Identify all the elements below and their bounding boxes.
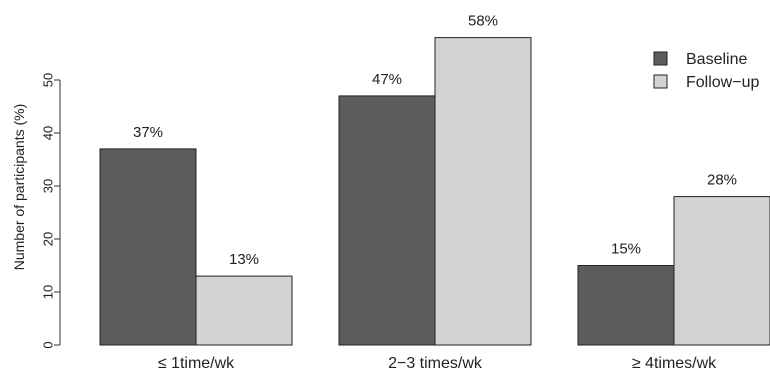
legend-label: Baseline: [686, 51, 747, 68]
legend-swatch: [653, 51, 668, 66]
y-tick-label: 0: [41, 341, 56, 348]
legend: Baseline Follow−up: [653, 51, 759, 91]
data-label: 15%: [611, 241, 641, 258]
x-category-label: 2−3 times/wk: [388, 355, 483, 371]
bar-baseline: [99, 148, 197, 346]
y-tick-label: 10: [41, 285, 56, 299]
x-category-label: ≥ 4times/wk: [632, 355, 717, 371]
bar-baseline: [338, 95, 436, 346]
y-axis: 0 10 20 30 40 50: [41, 73, 61, 349]
x-category-label: ≤ 1time/wk: [158, 355, 235, 371]
y-axis-title: Number of participants (%): [11, 104, 27, 271]
bar-follow-up: [195, 275, 293, 346]
legend-swatch: [653, 74, 668, 89]
data-label: 37%: [133, 124, 163, 141]
legend-label: Follow−up: [686, 74, 759, 91]
bar-baseline: [577, 265, 675, 346]
data-label: 58%: [468, 13, 498, 30]
data-label: 28%: [707, 172, 737, 189]
data-label: 47%: [372, 71, 402, 88]
bar-follow-up: [434, 37, 532, 346]
data-label: 13%: [229, 251, 259, 268]
bar-follow-up: [673, 196, 770, 346]
y-tick-label: 40: [41, 126, 56, 140]
category-labels: ≤ 1time/wk 2−3 times/wk ≥ 4times/wk: [158, 355, 717, 371]
y-tick-label: 20: [41, 232, 56, 246]
bars: 37% 13% 47% 58% 15% 28%: [99, 13, 770, 346]
y-tick-label: 50: [41, 73, 56, 87]
y-tick-label: 30: [41, 179, 56, 193]
